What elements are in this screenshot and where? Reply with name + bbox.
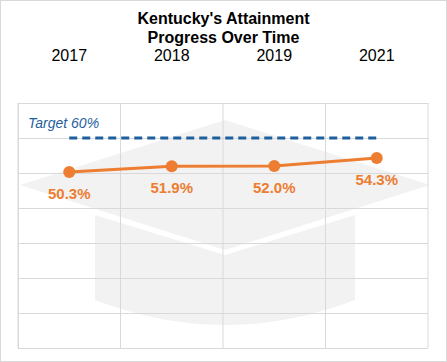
y-tick [18,103,428,104]
data-label: 52.0% [253,179,296,196]
data-label: 51.9% [150,179,193,196]
category-divider [428,103,429,348]
x-tick-label: 2018 [154,47,190,64]
cap-body [95,215,355,325]
plot: 2017 2018 2019 2021 Target 60% 50.3% 51.9% 52.0… [18,47,429,349]
title: Kentucky's Attainment Progress Over Time [137,10,310,46]
y-tick [18,348,428,349]
x-tick-label: 2021 [359,47,395,64]
grid-line [18,348,428,349]
cap-board [20,120,430,250]
chart: 2017 2018 2019 2021 Target 60% 50.3% 51.9% 52.0… [0,0,447,362]
x-axis-line [19,103,429,104]
x-tick: 2021 [359,47,395,103]
point [63,166,75,178]
chart-border [1,1,447,362]
data-label: 54.3% [355,171,398,188]
x-tick: 2019 [256,47,292,103]
y-axis-line [19,104,429,349]
title-line: Kentucky's Attainment [137,10,310,27]
x-axis: 2017 2018 2019 2021 [19,47,429,104]
category-divider [18,103,19,348]
data-label: 50.3% [48,185,91,202]
marks [63,138,383,178]
category-divider [120,103,121,348]
category-divider [325,103,326,348]
series-line [69,158,377,172]
category-dividers [18,103,428,348]
background-icon [20,120,430,325]
target-line [69,137,377,140]
x-tick: 2018 [154,47,190,103]
data-labels: 50.3% 51.9% 52.0% 54.3% [48,171,398,202]
point [166,160,178,172]
x-tick-label: 2017 [51,47,87,64]
grid-line [18,103,428,104]
point [371,152,383,164]
point [268,160,280,172]
title-line: Progress Over Time [148,29,300,46]
category-divider [223,103,224,348]
x-tick-label: 2019 [256,47,292,64]
target-label: Target 60% [28,115,99,131]
y-axis [18,104,428,349]
x-tick: 2017 [51,47,87,103]
